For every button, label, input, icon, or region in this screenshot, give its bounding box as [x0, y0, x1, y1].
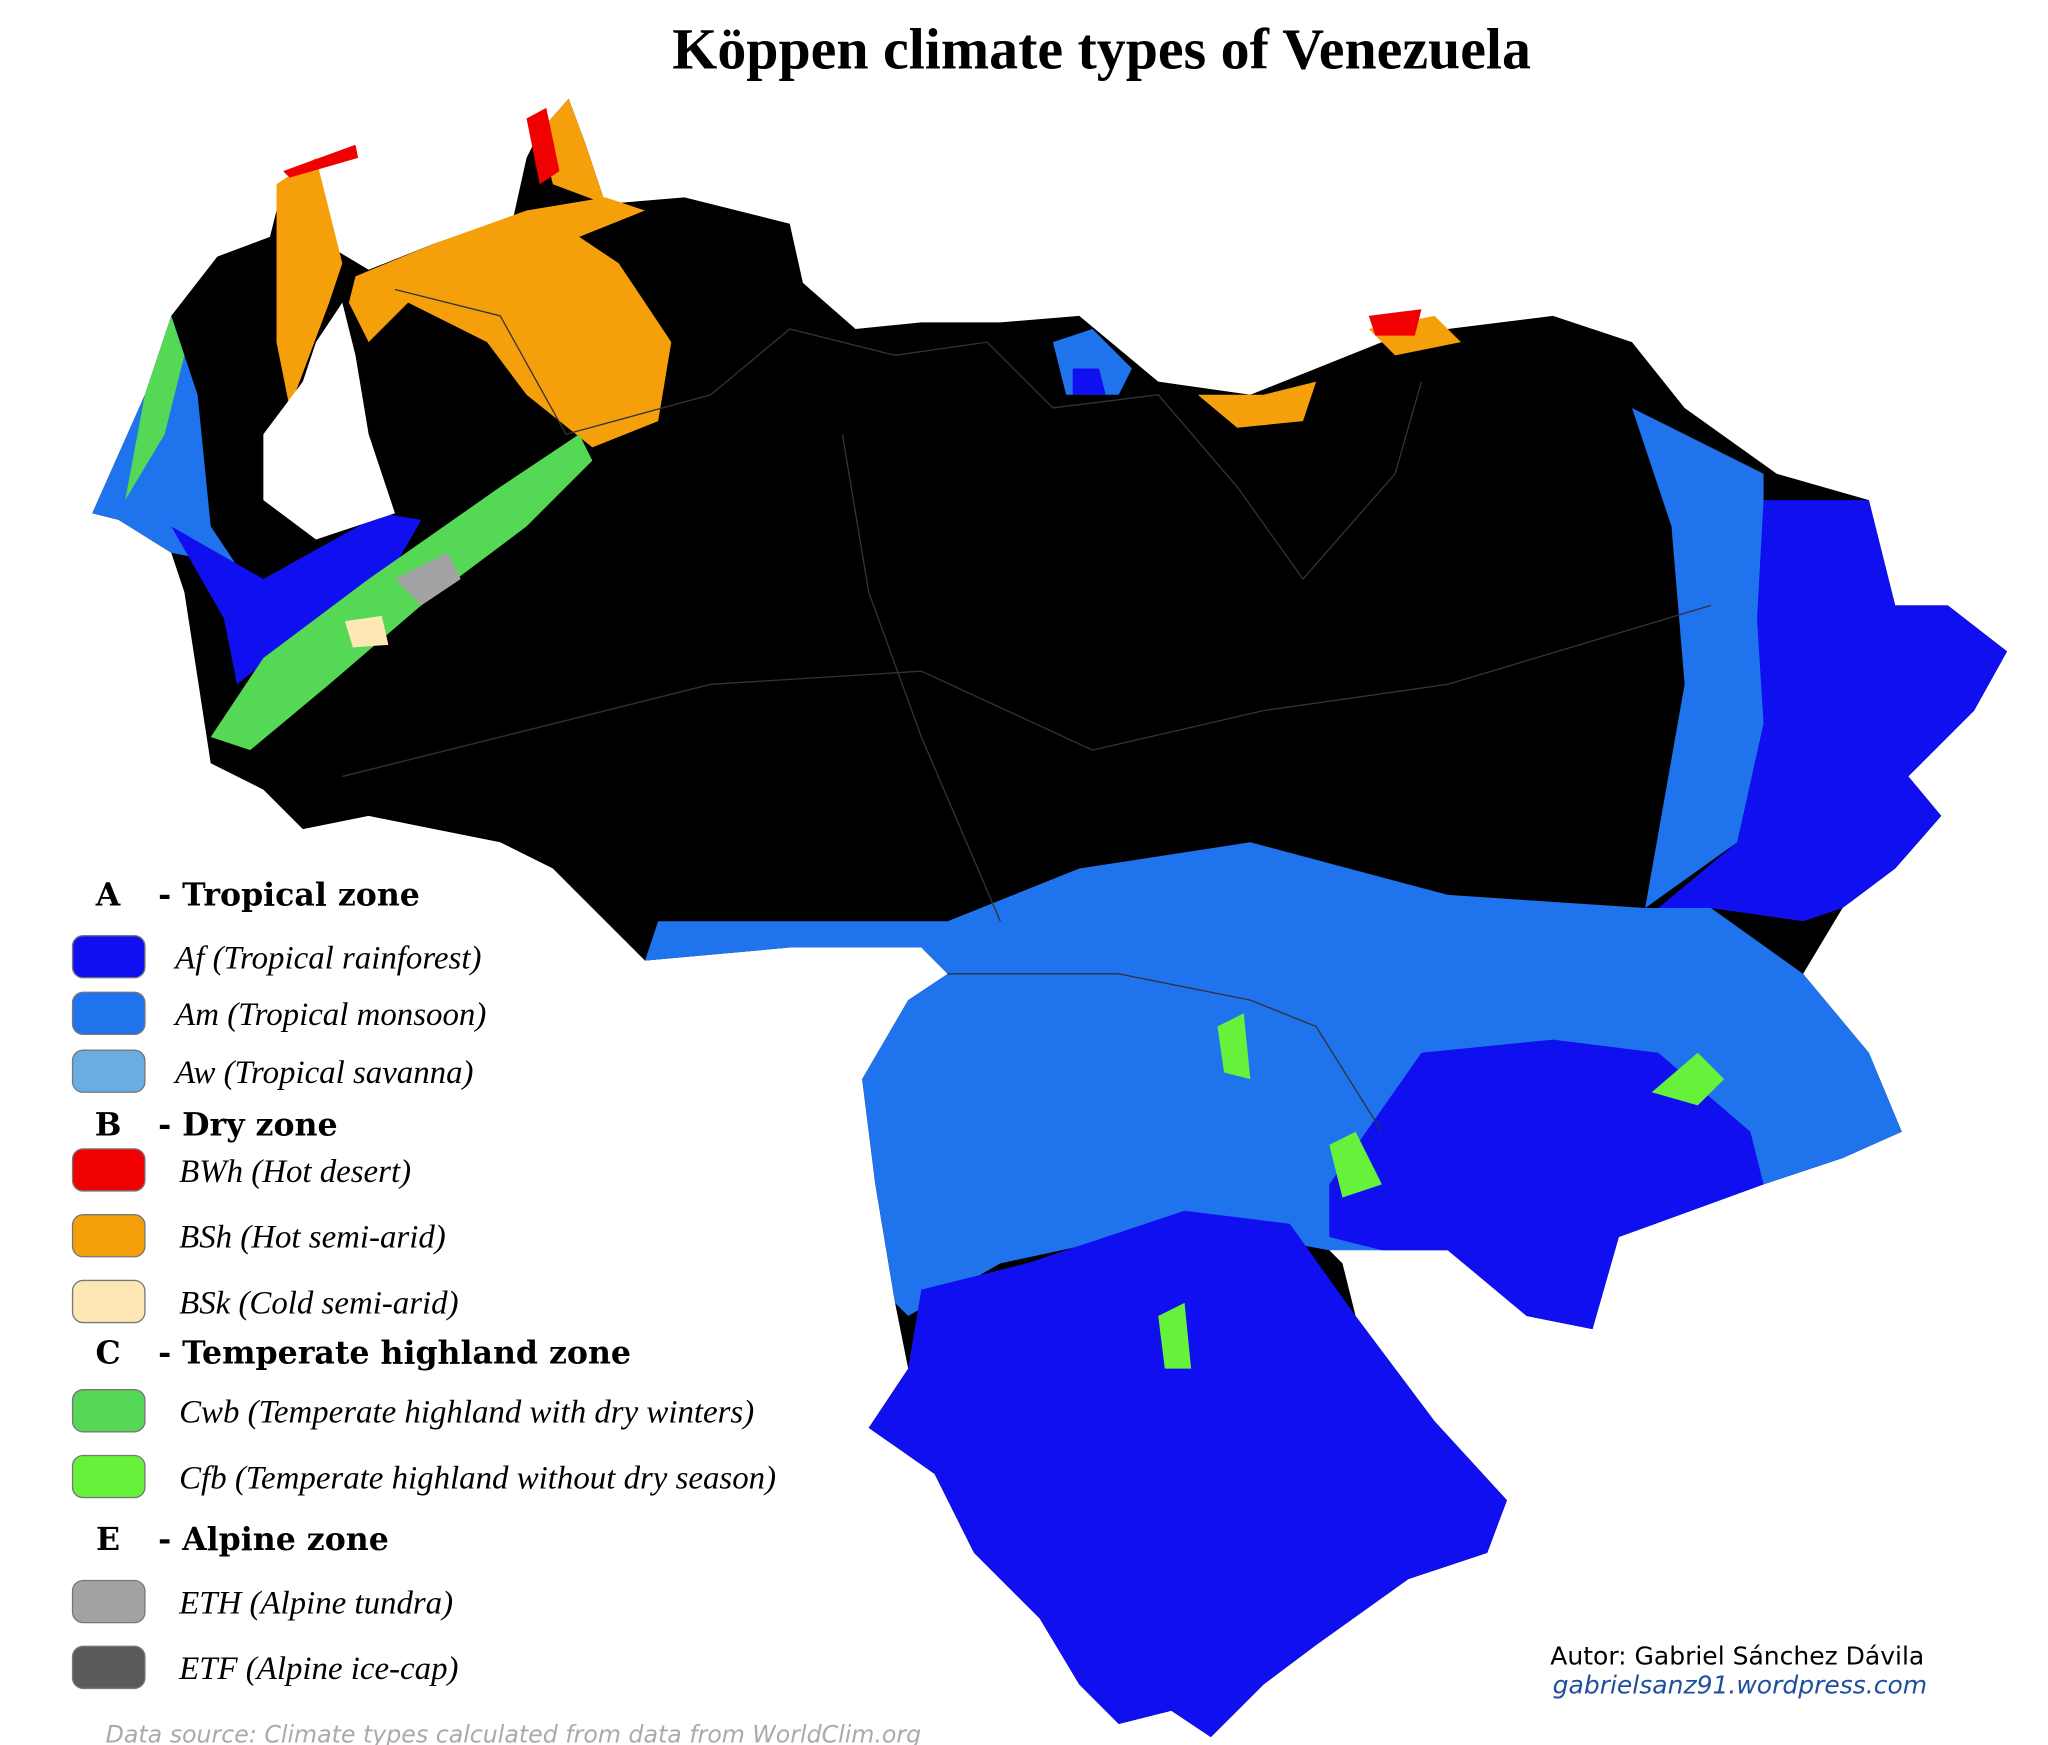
data-source: Data source: Climate types calculated fr…	[106, 1720, 921, 1745]
group-name: - Dry zone	[158, 1107, 338, 1144]
website: gabrielsanz91.wordpress.com	[1553, 1671, 1928, 1700]
legend-label: Aw (Tropical savanna)	[173, 1055, 473, 1091]
legend-swatch	[71, 1389, 146, 1433]
legend-swatch	[71, 1049, 146, 1093]
legend-label: Cfb (Temperate highland without dry seas…	[179, 1460, 776, 1496]
legend-label: BSh (Hot semi-arid)	[179, 1220, 446, 1256]
region-bsh	[348, 197, 672, 448]
region-af	[1658, 500, 2008, 922]
group-letter: C	[96, 1334, 121, 1371]
legend-swatch	[71, 1213, 146, 1258]
region-cwb	[210, 434, 593, 751]
map-title: Köppen climate types of Venezuela	[672, 16, 1531, 81]
region-am	[1631, 407, 1764, 909]
legend-label: Am (Tropical monsoon)	[173, 997, 486, 1033]
region-cfb	[1158, 1302, 1192, 1369]
legend-label: ETF (Alpine ice-cap)	[178, 1651, 458, 1687]
region-cfb	[1651, 1052, 1725, 1106]
state-border	[947, 973, 1383, 1133]
region-af	[1072, 368, 1106, 395]
region-bsk	[344, 615, 389, 648]
group-name: - Alpine zone	[158, 1521, 389, 1558]
group-name: - Temperate highland zone	[158, 1334, 631, 1371]
region-bsh	[1197, 381, 1317, 428]
group-letter: B	[95, 1107, 122, 1144]
legend-label: ETH (Alpine tundra)	[178, 1585, 453, 1621]
legend-swatch	[71, 1579, 146, 1624]
legend-swatch	[71, 1645, 146, 1690]
legend-swatch	[71, 1148, 146, 1192]
legend-swatch	[71, 991, 146, 1036]
author: Autor: Gabriel Sánchez Dávila	[1550, 1642, 1924, 1671]
region-bsh	[539, 98, 606, 204]
legend-label: Cwb (Temperate highland with dry winters…	[179, 1395, 754, 1431]
region-eth	[394, 552, 461, 606]
region-af	[171, 513, 422, 685]
region-bwh	[526, 107, 560, 185]
legend-swatch	[71, 1279, 146, 1324]
legend-label: BSk (Cold semi-arid)	[179, 1285, 458, 1321]
group-letter: E	[96, 1521, 120, 1558]
legend-swatch	[71, 935, 146, 979]
region-bsh	[276, 157, 343, 408]
region-bwh	[1368, 309, 1422, 336]
lake-maracaibo	[263, 302, 395, 540]
region-am	[92, 315, 238, 566]
legend-label: Af (Tropical rainforest)	[173, 941, 481, 977]
climate-regions	[92, 98, 2008, 1738]
region-cwb	[125, 315, 185, 501]
group-letter: A	[95, 876, 121, 913]
group-name: - Tropical zone	[158, 876, 420, 913]
state-border	[342, 604, 1712, 778]
region-af	[1329, 1039, 1764, 1330]
legend-label: BWh (Hot desert)	[179, 1154, 411, 1190]
legend: A - Tropical zone Af (Tropical rainforest)…	[71, 876, 776, 1690]
region-bwh	[283, 144, 359, 178]
region-cfb	[1217, 1013, 1251, 1080]
state-border	[394, 288, 1423, 581]
region-cfb	[1329, 1131, 1382, 1198]
legend-swatch	[71, 1454, 146, 1499]
region-af	[868, 1210, 1507, 1738]
state-border	[841, 434, 1001, 922]
